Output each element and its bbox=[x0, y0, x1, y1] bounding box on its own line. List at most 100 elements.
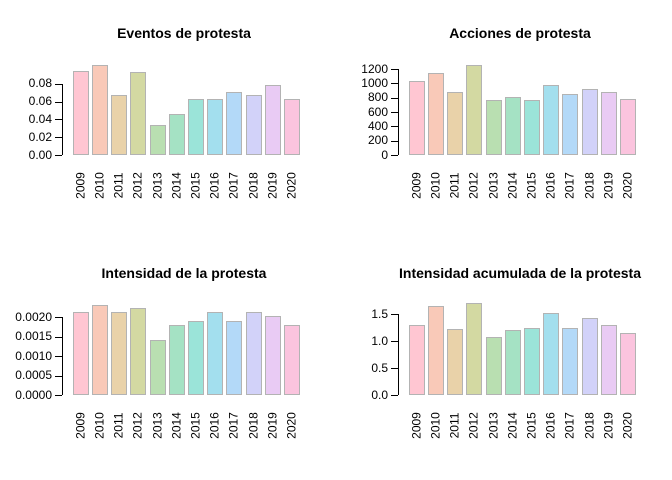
x-tick-label: 2010 bbox=[428, 411, 443, 439]
bar-2009 bbox=[72, 312, 89, 395]
x-tick-label: 2014 bbox=[169, 411, 184, 439]
y-tick-mark bbox=[55, 137, 62, 138]
bar-2018 bbox=[581, 89, 598, 155]
x-tick-label: 2016 bbox=[543, 171, 558, 199]
x-tick-label: 2014 bbox=[169, 171, 184, 199]
bar-2011 bbox=[111, 312, 128, 395]
x-tick-label: 2019 bbox=[601, 171, 616, 199]
x-tick-label: 2013 bbox=[486, 411, 500, 439]
bar-2010 bbox=[91, 304, 108, 395]
bar-2013 bbox=[485, 337, 502, 395]
bar-2014 bbox=[168, 324, 185, 395]
x-tick-label: 2012 bbox=[130, 411, 145, 439]
bar-2009 bbox=[72, 70, 89, 155]
y-tick-label: 0.0015 bbox=[15, 329, 52, 344]
x-tick-label: 2012 bbox=[466, 411, 481, 439]
x-tick-label: 2019 bbox=[601, 411, 616, 439]
y-tick-label: 1.0 bbox=[371, 333, 388, 348]
bar-2010 bbox=[91, 65, 108, 155]
y-tick-label: 0.0020 bbox=[15, 309, 52, 324]
bar-2015 bbox=[187, 321, 204, 395]
y-axis-line bbox=[398, 314, 399, 395]
y-tick-mark bbox=[391, 314, 398, 315]
y-tick-label: 1000 bbox=[361, 75, 388, 90]
y-tick-mark bbox=[391, 141, 398, 142]
chart-intensidad-de-la-protesta: Intensidad de la protesta 0.0000 0.0005 0.… bbox=[0, 240, 336, 480]
x-tick-label: 2020 bbox=[620, 411, 635, 439]
x-tick-label: 2012 bbox=[466, 171, 481, 199]
plot-area: 0.00 0.02 0.04 0.06 0.08 2009 2010 2011 2012 2013… bbox=[0, 0, 336, 240]
bar-2016 bbox=[543, 85, 560, 155]
y-tick-mark bbox=[391, 368, 398, 369]
x-tick-label: 2020 bbox=[284, 411, 299, 439]
bar-2017 bbox=[562, 93, 579, 155]
x-tick-label: 2011 bbox=[447, 412, 462, 438]
x-tick-label: 2016 bbox=[207, 171, 222, 199]
chart-title: Eventos de protesta bbox=[117, 25, 251, 41]
bar-2018 bbox=[245, 312, 262, 395]
y-tick-label: 0.0005 bbox=[15, 368, 52, 383]
chart-title: Intensidad de la protesta bbox=[101, 265, 267, 281]
y-tick-label: 0.0010 bbox=[15, 348, 52, 363]
x-tick-label: 2017 bbox=[562, 411, 577, 439]
x-tick-label: 2011 bbox=[447, 172, 462, 198]
x-tick-label: 2019 bbox=[265, 411, 280, 439]
y-axis-line bbox=[62, 83, 63, 155]
y-tick-mark bbox=[55, 119, 62, 120]
x-tick-label: 2017 bbox=[226, 171, 241, 199]
bar-2013 bbox=[485, 100, 502, 155]
y-tick-mark bbox=[55, 356, 62, 357]
x-tick-label: 2010 bbox=[92, 411, 107, 439]
y-tick-label: 800 bbox=[367, 90, 388, 105]
bar-2018 bbox=[581, 318, 598, 395]
chart-acciones-de-protesta: Acciones de protesta 0 200 400 600 800 1000 12… bbox=[336, 0, 672, 240]
bar-2020 bbox=[283, 324, 300, 395]
bar-2015 bbox=[523, 327, 540, 395]
chart-intensidad-acumulada-de-la-protesta: Intensidad acumulada de la protesta 0.0 0… bbox=[336, 240, 672, 480]
y-tick-label: 0.02 bbox=[28, 129, 52, 144]
bar-2016 bbox=[207, 312, 224, 395]
bar-2014 bbox=[504, 97, 521, 155]
y-tick-mark bbox=[391, 341, 398, 342]
bar-2017 bbox=[226, 91, 243, 155]
x-tick-label: 2011 bbox=[111, 412, 126, 438]
bar-2012 bbox=[466, 303, 483, 395]
y-tick-label: 1.5 bbox=[371, 306, 388, 321]
x-tick-label: 2012 bbox=[130, 171, 145, 199]
y-tick-mark bbox=[55, 317, 62, 318]
x-tick-label: 2020 bbox=[284, 171, 299, 199]
y-tick-label: 400 bbox=[367, 118, 388, 133]
chart-eventos-de-protesta: Eventos de protesta 0.00 0.02 0.04 0.06 0.08… bbox=[0, 0, 336, 240]
x-tick-label: 2018 bbox=[582, 411, 596, 439]
bar-2014 bbox=[168, 114, 185, 155]
x-tick-label: 2009 bbox=[73, 411, 88, 439]
y-tick-label: 1200 bbox=[361, 61, 388, 76]
y-tick-label: 0 bbox=[381, 147, 388, 162]
x-tick-label: 2018 bbox=[246, 411, 260, 439]
y-tick-label: 0.5 bbox=[371, 360, 388, 375]
bar-2019 bbox=[264, 316, 281, 395]
plot-area: 0 200 400 600 800 1000 1200 2009 2010 2011 2012 201… bbox=[336, 0, 672, 240]
bar-2019 bbox=[600, 324, 617, 395]
y-tick-label: 0.0 bbox=[371, 387, 388, 402]
x-tick-label: 2014 bbox=[505, 171, 520, 199]
x-tick-label: 2009 bbox=[73, 171, 88, 199]
x-tick-label: 2013 bbox=[150, 411, 164, 439]
y-tick-mark bbox=[55, 84, 62, 85]
bar-2014 bbox=[504, 329, 521, 395]
x-tick-label: 2016 bbox=[207, 411, 222, 439]
y-axis-line bbox=[62, 317, 63, 395]
x-tick-label: 2020 bbox=[620, 171, 635, 199]
bar-2020 bbox=[283, 99, 300, 155]
bar-2016 bbox=[207, 99, 224, 155]
x-tick-label: 2013 bbox=[150, 171, 164, 199]
y-tick-mark bbox=[391, 112, 398, 113]
y-tick-label: 200 bbox=[367, 133, 388, 148]
x-tick-label: 2010 bbox=[428, 171, 443, 199]
y-tick-label: 0.00 bbox=[28, 147, 52, 162]
y-axis-line bbox=[398, 69, 399, 155]
x-tick-label: 2017 bbox=[562, 171, 577, 199]
bar-2016 bbox=[543, 313, 560, 395]
x-tick-label: 2011 bbox=[111, 172, 126, 198]
